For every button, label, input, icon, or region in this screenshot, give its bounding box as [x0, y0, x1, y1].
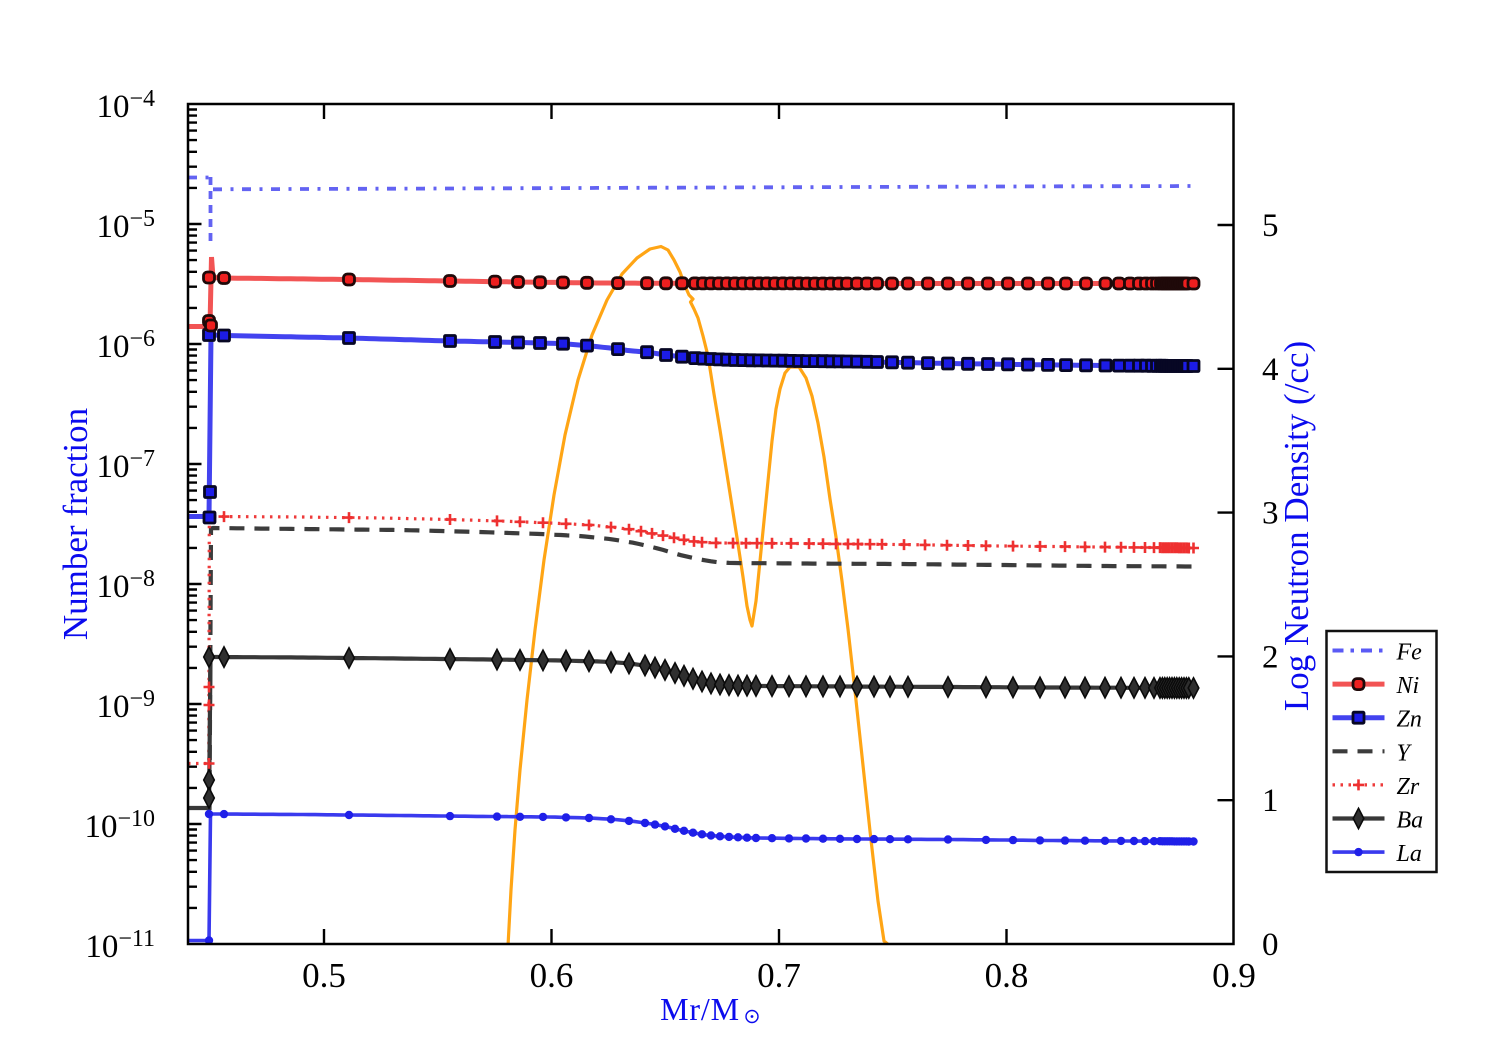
svg-text:0: 0	[1262, 927, 1279, 963]
svg-text:10−8: 10−8	[96, 566, 155, 605]
svg-text:Number fraction: Number fraction	[56, 408, 95, 640]
svg-text:Ni: Ni	[1396, 673, 1420, 699]
svg-text:0.6: 0.6	[530, 956, 574, 995]
svg-text:Fe: Fe	[1396, 640, 1423, 666]
svg-text:3: 3	[1262, 496, 1279, 532]
svg-text:Mr/M: Mr/M	[660, 991, 740, 1027]
svg-text:Log Neutron Density (/cc): Log Neutron Density (/cc)	[1277, 341, 1316, 711]
svg-text:Zn: Zn	[1397, 707, 1422, 733]
svg-text:La: La	[1396, 841, 1422, 867]
svg-text:Zr: Zr	[1397, 774, 1420, 800]
svg-text:0.5: 0.5	[302, 956, 346, 995]
svg-text:0.8: 0.8	[985, 956, 1029, 995]
svg-text:Ba: Ba	[1397, 808, 1424, 834]
svg-text:10−4: 10−4	[96, 86, 155, 125]
svg-text:4: 4	[1262, 352, 1279, 388]
svg-text:0.9: 0.9	[1212, 956, 1256, 995]
svg-text:0.7: 0.7	[757, 956, 801, 995]
svg-text:2: 2	[1262, 639, 1279, 675]
svg-text:1: 1	[1262, 783, 1279, 819]
svg-text:5: 5	[1262, 208, 1279, 244]
svg-text:Y: Y	[1397, 740, 1413, 766]
